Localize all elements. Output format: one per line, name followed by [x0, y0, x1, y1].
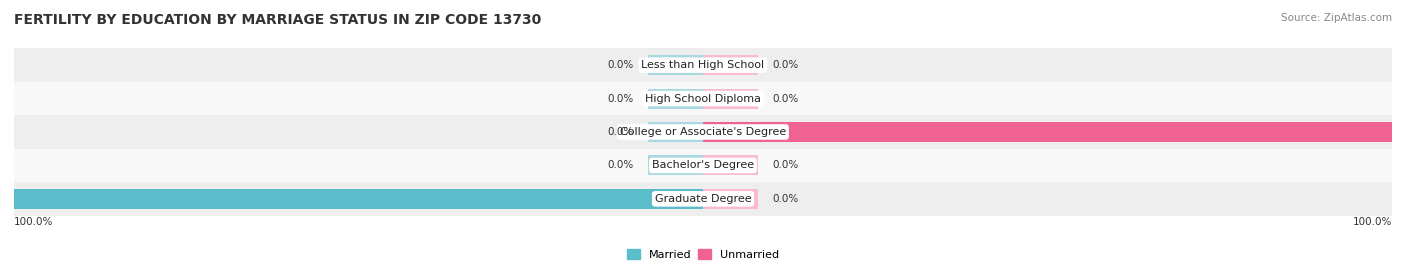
Text: 0.0%: 0.0%	[607, 94, 634, 104]
Text: 100.0%: 100.0%	[1353, 217, 1392, 227]
Text: 100.0%: 100.0%	[14, 217, 53, 227]
Bar	[648, 122, 703, 142]
Text: Less than High School: Less than High School	[641, 60, 765, 70]
Bar	[14, 189, 703, 209]
Bar	[648, 55, 703, 75]
Text: Bachelor's Degree: Bachelor's Degree	[652, 160, 754, 171]
Text: 0.0%: 0.0%	[607, 60, 634, 70]
Bar	[703, 155, 758, 175]
Bar	[14, 182, 1392, 215]
Text: High School Diploma: High School Diploma	[645, 94, 761, 104]
Text: 0.0%: 0.0%	[772, 94, 799, 104]
Text: Graduate Degree: Graduate Degree	[655, 194, 751, 204]
Bar	[703, 55, 758, 75]
Bar	[703, 89, 758, 109]
Bar	[14, 48, 1392, 82]
Text: College or Associate's Degree: College or Associate's Degree	[620, 127, 786, 137]
Text: 0.0%: 0.0%	[772, 60, 799, 70]
Bar	[14, 115, 1392, 149]
Legend: Married, Unmarried: Married, Unmarried	[623, 246, 783, 263]
Text: Source: ZipAtlas.com: Source: ZipAtlas.com	[1281, 13, 1392, 23]
Bar	[14, 82, 1392, 115]
Text: 0.0%: 0.0%	[607, 127, 634, 137]
Bar	[648, 89, 703, 109]
Bar	[703, 189, 758, 209]
Bar	[648, 155, 703, 175]
Bar	[703, 122, 1392, 142]
Text: 0.0%: 0.0%	[772, 160, 799, 171]
Bar	[14, 149, 1392, 182]
Text: 0.0%: 0.0%	[607, 160, 634, 171]
Text: 0.0%: 0.0%	[772, 194, 799, 204]
Text: FERTILITY BY EDUCATION BY MARRIAGE STATUS IN ZIP CODE 13730: FERTILITY BY EDUCATION BY MARRIAGE STATU…	[14, 13, 541, 27]
